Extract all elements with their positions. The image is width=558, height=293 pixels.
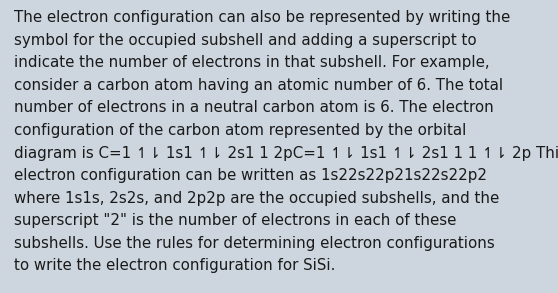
Text: electron configuration can be written as 1s22s22p21s22s22p2: electron configuration can be written as… [14,168,487,183]
Text: where 1s1s, 2s2s, and 2p2p are the occupied subshells, and the: where 1s1s, 2s2s, and 2p2p are the occup… [14,191,499,206]
Text: symbol for the occupied subshell and adding a superscript to: symbol for the occupied subshell and add… [14,33,477,48]
Text: superscript "2" is the number of electrons in each of these: superscript "2" is the number of electro… [14,213,456,228]
Text: subshells. Use the rules for determining electron configurations: subshells. Use the rules for determining… [14,236,495,251]
Text: diagram is C=1 ↿⇂ 1s1 ↿⇂ 2s1 1 2pC=1 ↿⇂ 1s1 ↿⇂ 2s1 1 1 ↿⇂ 2p This: diagram is C=1 ↿⇂ 1s1 ↿⇂ 2s1 1 2pC=1 ↿⇂ … [14,146,558,161]
Text: configuration of the carbon atom represented by the orbital: configuration of the carbon atom represe… [14,123,466,138]
Text: The electron configuration can also be represented by writing the: The electron configuration can also be r… [14,10,510,25]
Text: number of electrons in a neutral carbon atom is 6. The electron: number of electrons in a neutral carbon … [14,100,494,115]
Text: consider a carbon atom having an atomic number of 6. The total: consider a carbon atom having an atomic … [14,78,503,93]
Text: to write the electron configuration for SiSi.: to write the electron configuration for … [14,258,335,273]
Text: indicate the number of electrons in that subshell. For example,: indicate the number of electrons in that… [14,55,489,70]
